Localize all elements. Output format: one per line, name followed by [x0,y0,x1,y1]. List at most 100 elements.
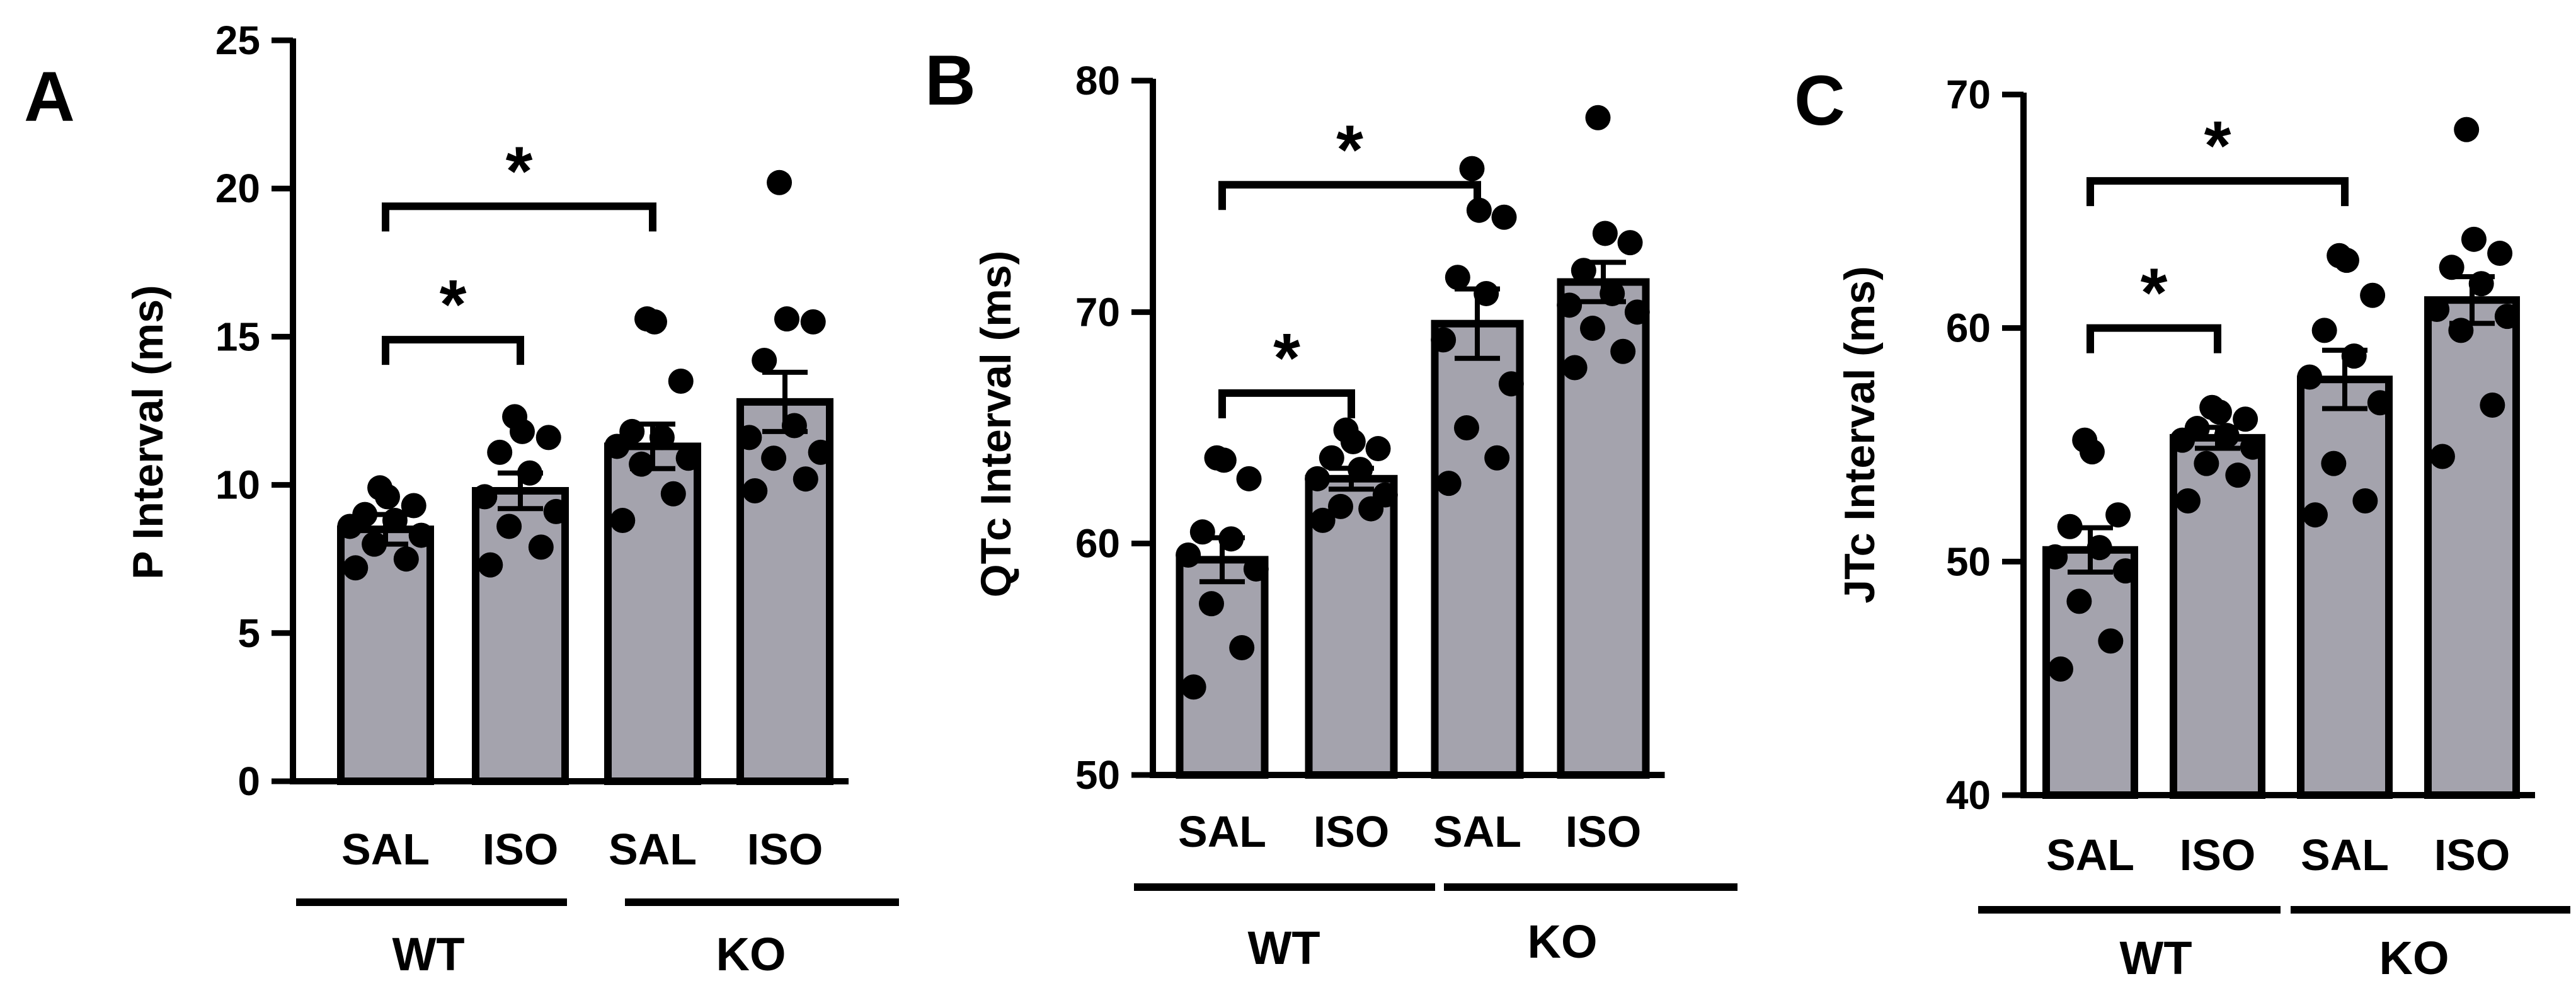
x-category-label: SAL [2301,830,2389,880]
bar [2424,296,2520,800]
significance-bracket [2087,324,2221,353]
significance-star: * [2141,255,2168,332]
data-point [1585,105,1611,130]
group-label-wt: WT [2119,932,2192,984]
data-point [408,522,434,548]
x-category-label: ISO [2180,830,2256,880]
data-point [2424,297,2450,323]
data-point [2105,502,2131,528]
data-point [1310,507,1336,533]
data-point [535,425,561,450]
significance-bracket [2087,177,2349,207]
significance-star: * [2204,107,2231,185]
data-point [1484,445,1510,471]
y-tick-label: 5 [238,611,260,656]
y-tick-label: 15 [215,314,260,359]
data-point [1319,445,1344,471]
significance-star: * [1273,319,1300,397]
data-point [2367,390,2393,416]
data-point [1305,466,1331,491]
y-tick-label: 40 [1946,772,1991,818]
bar [1176,556,1269,779]
x-category-label: SAL [1433,807,1521,856]
data-point [1189,519,1215,545]
data-point [2321,450,2347,476]
data-point [2072,427,2098,453]
data-point [793,466,818,492]
x-category-label: SAL [609,825,697,874]
significance-bracket [382,336,524,365]
group-label-wt: WT [392,928,464,980]
y-tick-label: 20 [215,166,260,211]
y-tick-label: 50 [1946,539,1991,584]
significance-star: * [506,132,533,210]
data-point [1453,415,1479,440]
data-point [752,348,777,374]
data-point [496,513,522,539]
data-point [2087,535,2112,561]
y-tick-label: 50 [1075,752,1120,798]
significance-bracket [1218,389,1355,418]
panel-letter: B [925,41,976,120]
data-point [401,493,426,519]
data-point [1204,445,1230,471]
data-point [2042,544,2068,570]
x-category-label: ISO [2434,830,2510,880]
data-point [2297,364,2323,390]
data-point [502,404,528,430]
data-point [761,445,787,471]
data-point [2199,394,2225,420]
data-point [528,534,554,560]
bar [2297,376,2393,799]
data-point [2311,318,2337,343]
x-category-label: ISO [483,825,559,874]
data-point [2494,304,2520,330]
y-tick-label: 70 [1946,72,1991,117]
significance-star: * [440,266,467,343]
data-point [2461,226,2487,252]
group-label-ko: KO [2379,932,2449,984]
data-point [1176,542,1201,568]
data-point [634,306,660,332]
data-point [343,555,369,581]
data-point [1624,299,1650,325]
data-point [668,368,694,394]
data-point [1562,355,1588,381]
data-point [649,425,675,450]
data-point [1579,316,1605,341]
y-tick-label: 60 [1075,521,1120,566]
data-point [1491,204,1517,230]
significance-bracket [1218,181,1481,210]
y-tick-label: 80 [1075,58,1120,103]
y-tick-label: 25 [215,18,260,63]
data-point [472,484,498,510]
y-axis-label: QTc Interval (ms) [972,251,1020,597]
data-point [2327,243,2352,268]
x-category-label: ISO [1566,807,1642,856]
group-label-wt: WT [1247,922,1320,974]
data-point [487,439,513,465]
panel-b: B QTc Interval (ms) WT KO 50 60 70 80 SAL ISO… [925,41,1737,974]
panel-a: A P Interval (ms) WT KO 0 5 10 15 20 25 SAL ISO… [24,18,899,980]
data-point [367,475,393,501]
data-point [2439,255,2464,280]
data-point [1445,265,1470,290]
data-point [2112,558,2138,584]
data-point [675,445,701,471]
x-category-label: SAL [2046,830,2134,880]
panel-letter: A [24,57,75,136]
y-tick-label: 0 [238,759,260,804]
data-point [1181,674,1206,700]
y-tick-label: 60 [1946,306,1991,351]
data-point [2480,392,2505,418]
data-point [2225,462,2251,488]
data-point [2240,434,2265,460]
data-point [2098,628,2124,654]
significance-bracket [382,202,656,232]
data-point [393,546,419,572]
bar [472,487,569,785]
data-point [1243,556,1269,582]
data-point [2194,450,2219,476]
data-point [800,309,826,335]
